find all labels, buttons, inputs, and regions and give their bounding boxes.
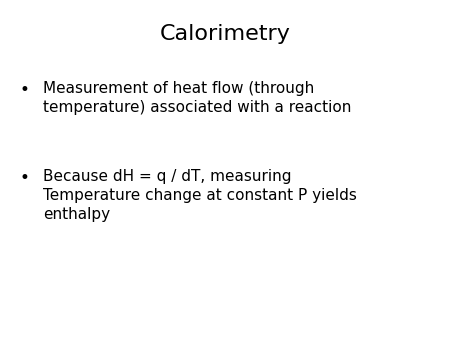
Text: Measurement of heat flow (through
temperature) associated with a reaction: Measurement of heat flow (through temper…	[43, 81, 351, 115]
Text: Because dH = q / dT, measuring
Temperature change at constant P yields
enthalpy: Because dH = q / dT, measuring Temperatu…	[43, 169, 356, 222]
Text: Calorimetry: Calorimetry	[160, 24, 290, 44]
Text: •: •	[20, 81, 30, 99]
Text: •: •	[20, 169, 30, 187]
